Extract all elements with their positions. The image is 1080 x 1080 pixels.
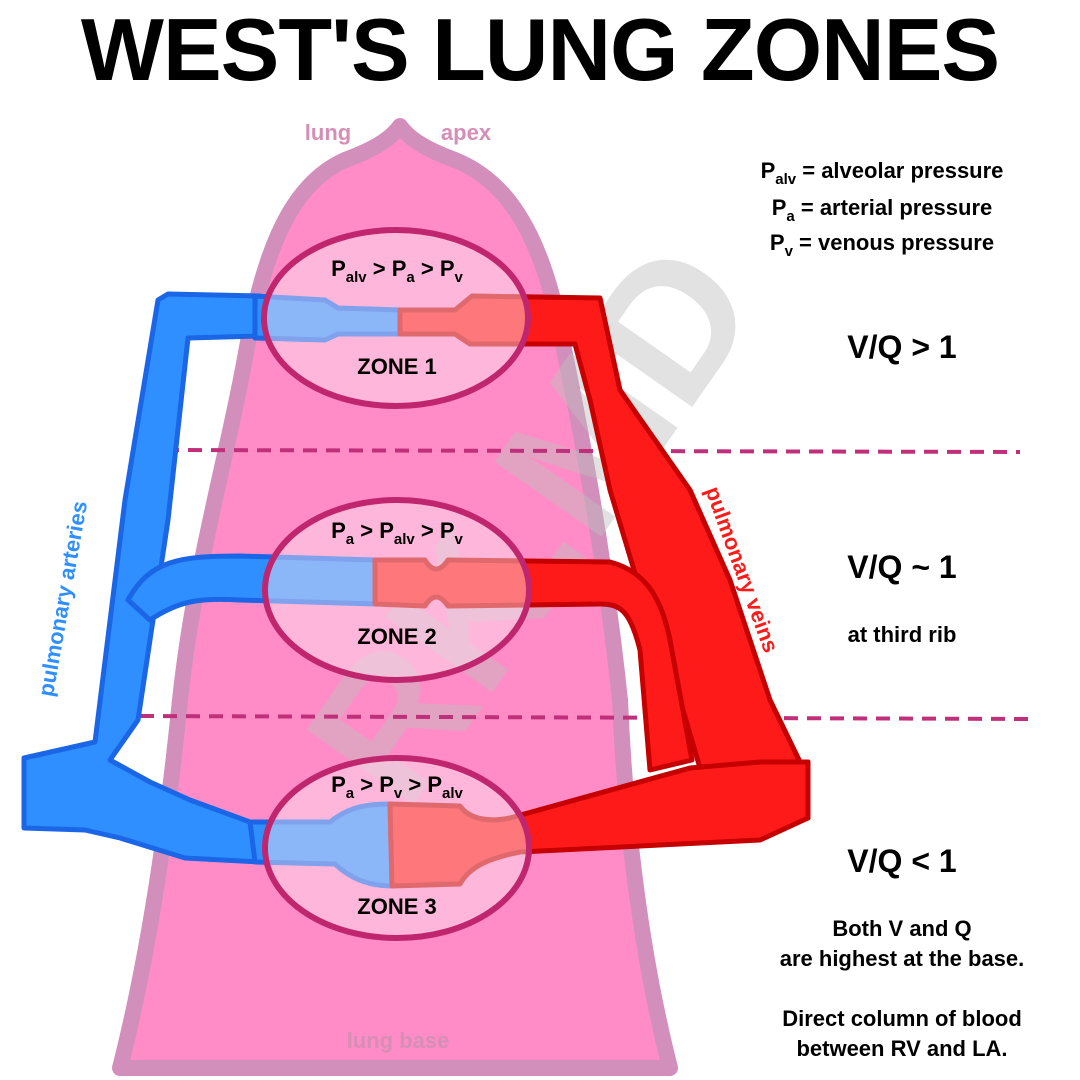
lung-apex-right-label: apex: [441, 120, 492, 145]
legend-venous: Pv = venous pressure: [770, 230, 994, 260]
zone3-note-3: Direct column of blood: [782, 1006, 1022, 1031]
zone2-note: at third rib: [848, 622, 957, 647]
relation-operator: >: [354, 772, 379, 797]
zone2-relation: Pa > Palv > Pv: [331, 518, 463, 548]
legend-arterial: Pa = arterial pressure: [772, 195, 993, 225]
pulmonary-arteries: [21, 291, 403, 889]
zone3-note-2: are highest at the base.: [780, 946, 1025, 971]
pressure-subscript: a: [346, 531, 355, 548]
zone1-vq: V/Q > 1: [847, 329, 956, 365]
zone3-note-1: Both V and Q: [832, 916, 971, 941]
zone2-vq: V/Q ~ 1: [847, 549, 956, 585]
zone2-name: ZONE 2: [357, 624, 436, 649]
legend-symbol: P: [761, 158, 776, 183]
pressure-symbol: P: [379, 518, 394, 543]
pulmonary-veins: [372, 293, 811, 889]
pressure-symbol: P: [392, 256, 407, 281]
pressure-symbol: P: [331, 772, 346, 797]
pressure-subscript: a: [406, 269, 415, 286]
zone3-note-4: between RV and LA.: [796, 1036, 1007, 1061]
pressure-symbol: P: [427, 772, 442, 797]
pressure-symbol: P: [331, 256, 346, 281]
legend-subscript: v: [785, 243, 794, 260]
legend-symbol: P: [770, 230, 785, 255]
pressure-symbol: P: [331, 518, 346, 543]
zone-divider-1: [164, 448, 1021, 454]
pressure-symbol: P: [379, 772, 394, 797]
legend-subscript: alv: [775, 171, 797, 188]
zone3-ellipse: [262, 755, 532, 941]
zone1-ellipse: [261, 227, 531, 409]
pressure-subscript: v: [394, 785, 403, 802]
legend-text: = arterial pressure: [795, 195, 993, 220]
relation-operator: >: [415, 256, 440, 281]
vein-zone3: [387, 759, 811, 889]
legend-subscript: a: [786, 208, 795, 225]
zone3-vq: V/Q < 1: [847, 843, 956, 879]
relation-operator: >: [402, 772, 427, 797]
vein-zone2: [372, 557, 695, 773]
relation-operator: >: [354, 518, 379, 543]
legend-text: = alveolar pressure: [796, 158, 1003, 183]
pressure-subscript: v: [455, 269, 464, 286]
page-title: WEST'S LUNG ZONES: [80, 0, 1000, 99]
pressure-subscript: a: [346, 785, 355, 802]
zone-divider-2: [139, 714, 1031, 721]
zone1-relation: Palv > Pa > Pv: [331, 256, 463, 286]
relation-operator: >: [367, 256, 392, 281]
pulmonary-arteries-label: pulmonary arteries: [33, 499, 92, 698]
zone1-name: ZONE 1: [357, 354, 436, 379]
pressure-subscript: v: [455, 531, 464, 548]
pressure-symbol: P: [440, 256, 455, 281]
pressure-subscript: alv: [346, 269, 368, 286]
lung-apex-left-label: lung: [305, 120, 351, 145]
legend-symbol: P: [772, 195, 787, 220]
relation-operator: >: [415, 518, 440, 543]
zone3-relation: Pa > Pv > Palv: [331, 772, 463, 802]
pressure-symbol: P: [440, 518, 455, 543]
zone2-ellipse: [262, 497, 532, 683]
pressure-subscript: alv: [442, 785, 464, 802]
legend-text: = venous pressure: [793, 230, 994, 255]
lung-base-label: lung base: [347, 1028, 450, 1053]
zone3-name: ZONE 3: [357, 894, 436, 919]
pressure-subscript: alv: [394, 531, 416, 548]
legend-alveolar: Palv = alveolar pressure: [761, 158, 1004, 188]
